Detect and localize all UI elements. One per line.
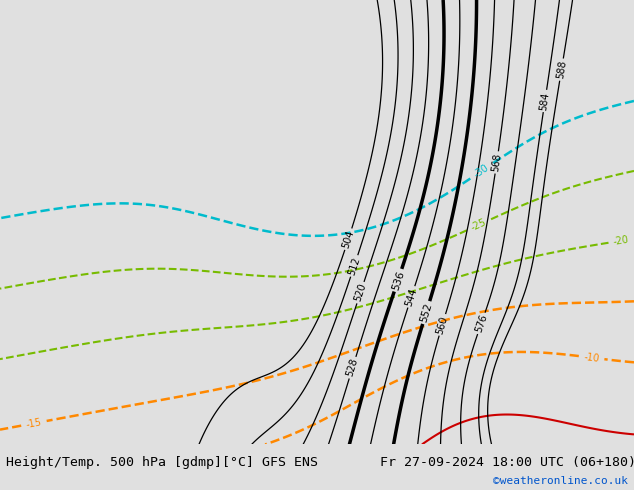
Text: 536: 536 <box>390 269 406 291</box>
Text: 576: 576 <box>474 313 489 334</box>
Text: 552: 552 <box>418 301 434 323</box>
Text: Fr 27-09-2024 18:00 UTC (06+180): Fr 27-09-2024 18:00 UTC (06+180) <box>380 456 634 469</box>
Text: 528: 528 <box>345 357 360 378</box>
Text: -15: -15 <box>25 417 42 430</box>
Text: 544: 544 <box>404 287 419 307</box>
Text: 560: 560 <box>435 315 450 335</box>
Text: -25: -25 <box>469 217 488 233</box>
Text: 568: 568 <box>491 152 503 172</box>
Text: 512: 512 <box>347 255 362 276</box>
Text: 584: 584 <box>539 91 551 111</box>
Text: -10: -10 <box>583 352 600 364</box>
Text: 520: 520 <box>353 282 368 303</box>
Text: -30: -30 <box>472 163 490 180</box>
Text: 504: 504 <box>340 229 356 249</box>
Text: Height/Temp. 500 hPa [gdmp][°C] GFS ENS: Height/Temp. 500 hPa [gdmp][°C] GFS ENS <box>6 456 318 469</box>
Text: 588: 588 <box>555 60 568 79</box>
Text: -20: -20 <box>612 235 630 247</box>
Text: ©weatheronline.co.uk: ©weatheronline.co.uk <box>493 476 628 487</box>
